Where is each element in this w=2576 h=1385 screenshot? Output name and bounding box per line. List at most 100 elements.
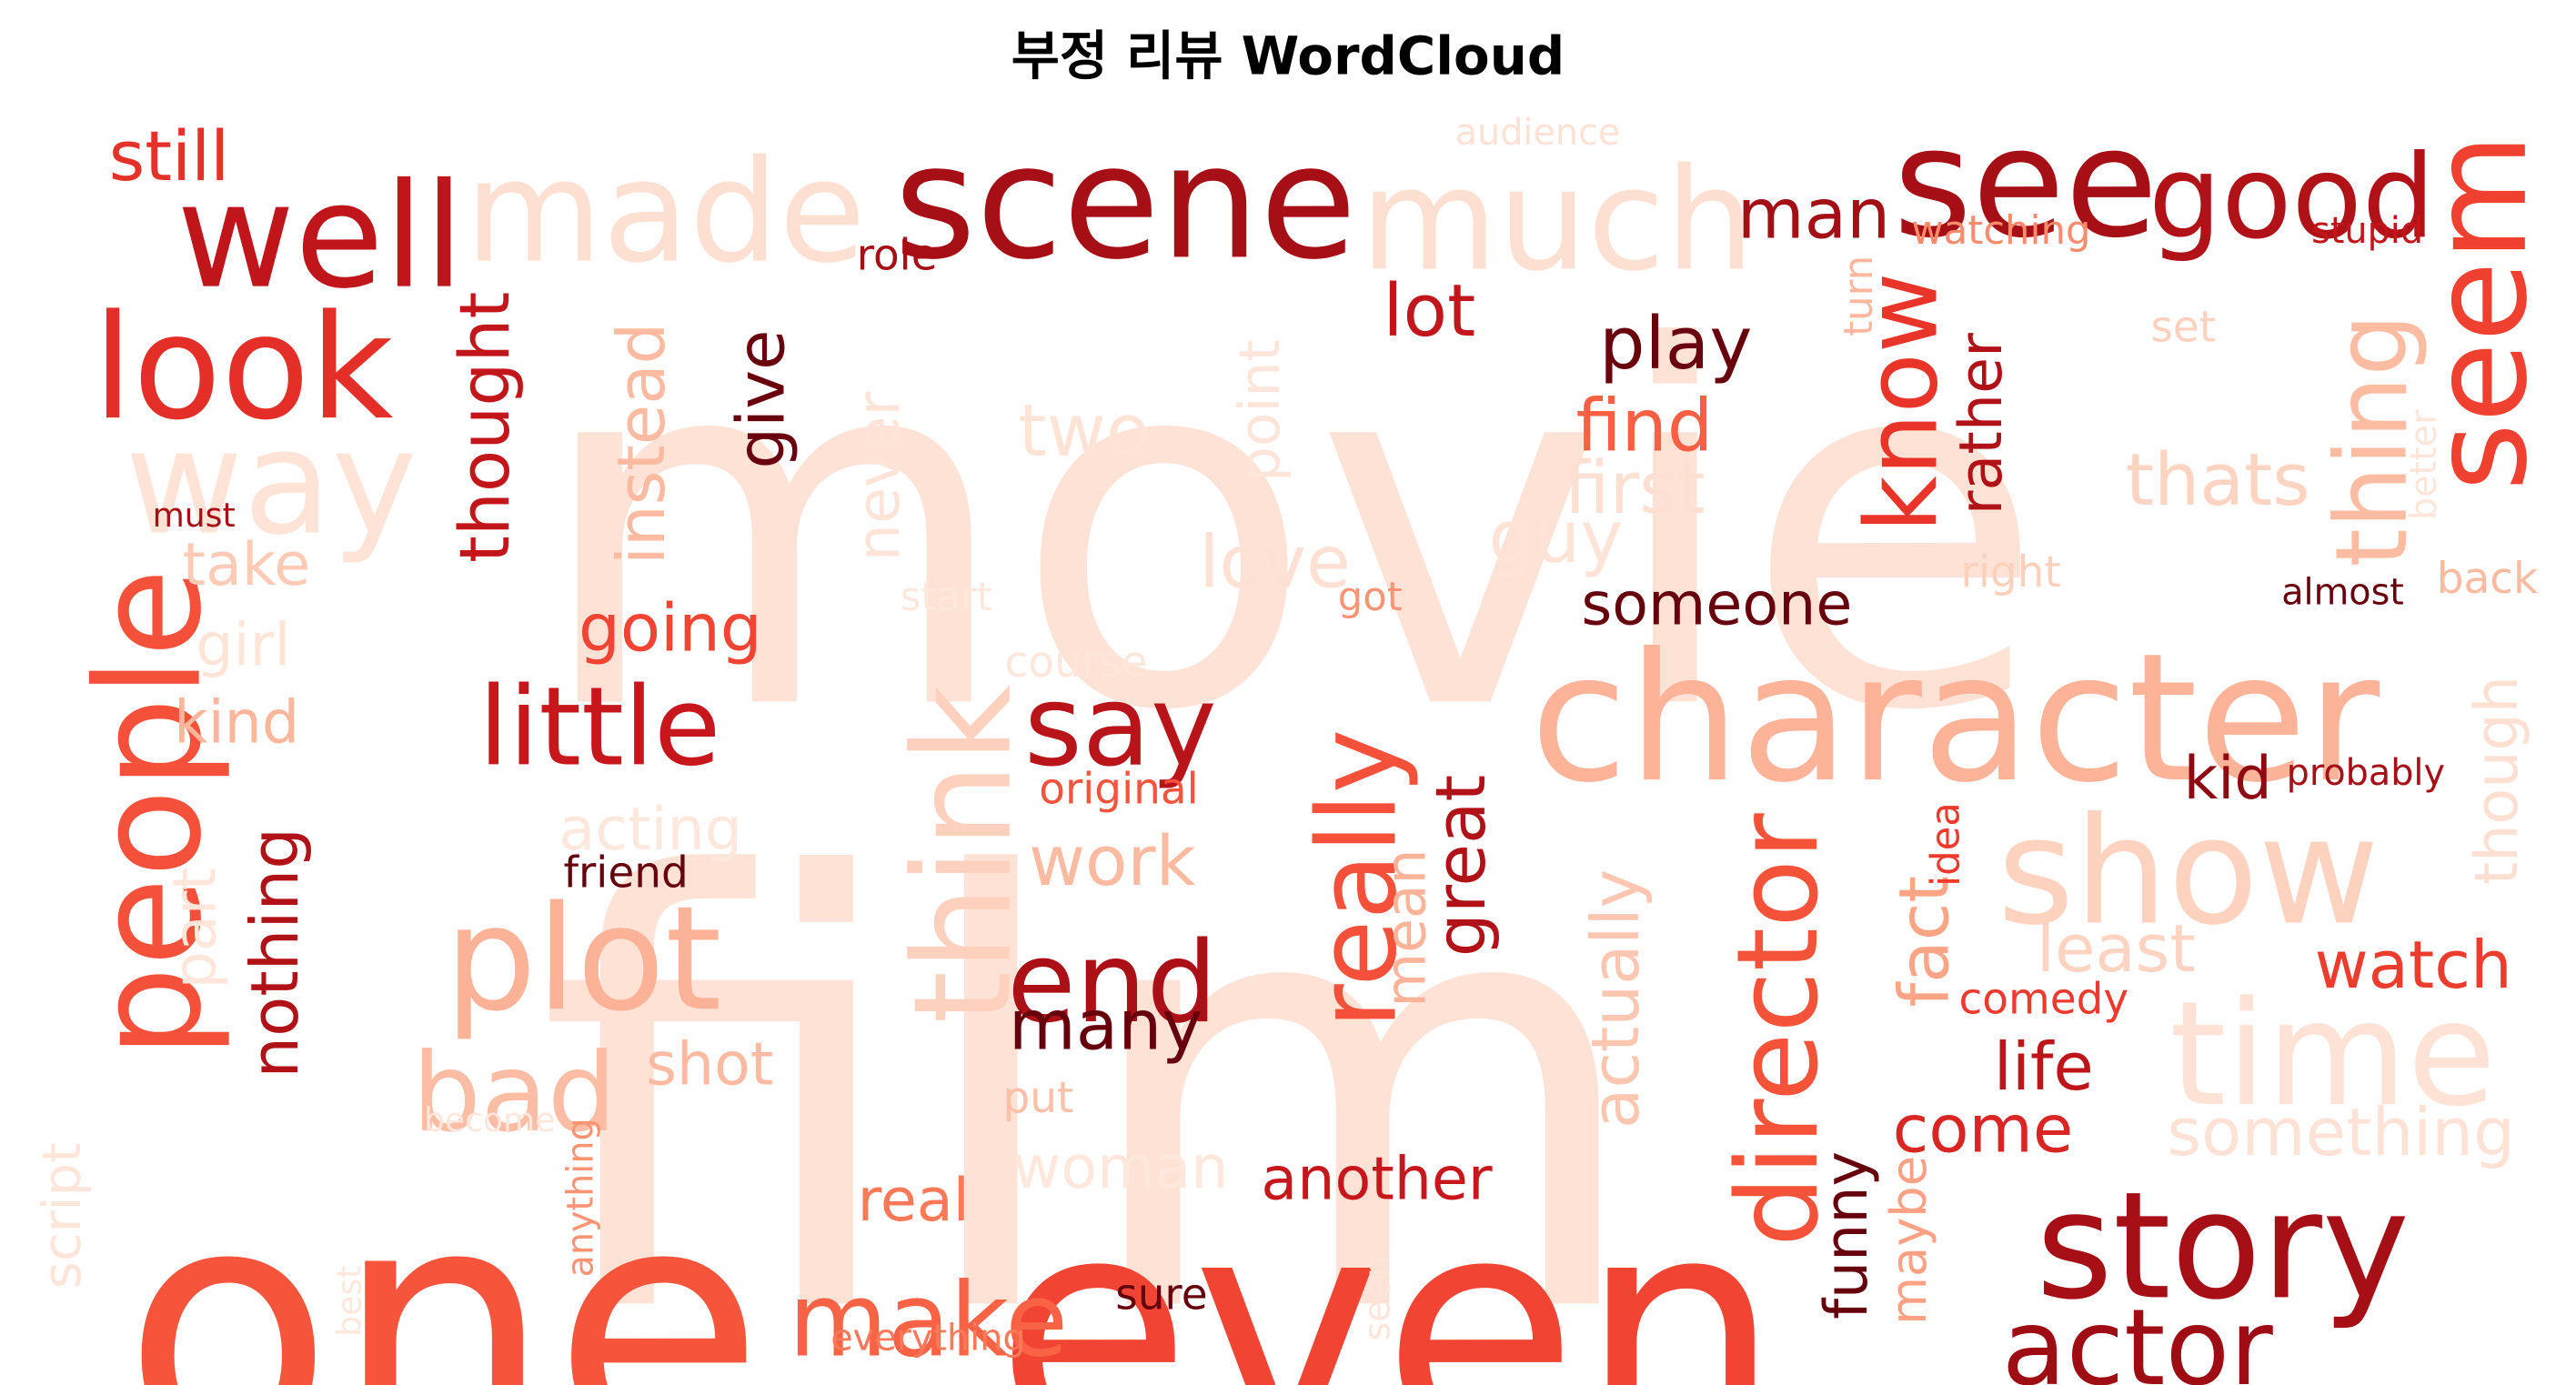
word-woman: woman — [1012, 1134, 1228, 1202]
word-funny: funny — [1813, 1151, 1881, 1320]
word-see: see — [1893, 96, 2158, 272]
word-movie: movie — [533, 244, 2047, 818]
word-script: script — [31, 1142, 93, 1289]
word-film: film — [536, 755, 1649, 1385]
word-role: role — [857, 230, 938, 280]
word-best: best — [330, 1266, 369, 1337]
word-seem: seem — [2404, 133, 2557, 491]
word-part: part — [162, 868, 230, 989]
word-made: made — [465, 130, 866, 295]
word-little: little — [478, 664, 720, 790]
word-guy: guy — [1488, 495, 1623, 579]
word-end: end — [1007, 918, 1217, 1048]
word-real: real — [858, 1167, 970, 1235]
word-girl: girl — [196, 612, 290, 680]
word-way: way — [125, 399, 417, 567]
word-actor: actor — [2002, 1288, 2273, 1385]
word-one: one — [123, 1130, 765, 1385]
word-sure: sure — [1115, 1270, 1207, 1320]
word-someone: someone — [1581, 571, 1852, 639]
word-going: going — [579, 591, 762, 667]
word-really: really — [1295, 729, 1422, 1029]
word-start: start — [901, 575, 992, 620]
word-become: become — [424, 1100, 555, 1139]
word-something: something — [2167, 1095, 2514, 1171]
word-rather: rather — [1947, 333, 2016, 515]
word-set: set — [2150, 303, 2216, 353]
word-many: many — [1009, 986, 1202, 1066]
word-show: show — [1997, 787, 2380, 958]
word-bad: bad — [412, 1030, 616, 1157]
word-say: say — [1024, 661, 1217, 791]
word-must: must — [153, 496, 236, 535]
word-course: course — [1005, 637, 1148, 687]
word-turn: turn — [1836, 256, 1882, 336]
word-stupid: stupid — [2311, 210, 2423, 252]
chart-title: 부정 리뷰 WordCloud — [1011, 25, 1565, 86]
word-never: never — [845, 392, 913, 562]
word-director: director — [1713, 813, 1843, 1247]
word-though: though — [2463, 676, 2531, 885]
word-kid: kid — [2184, 745, 2272, 813]
word-even: even — [995, 1147, 1782, 1385]
word-scene: scene — [894, 110, 1357, 294]
word-got: got — [1338, 575, 1403, 620]
word-right: right — [1961, 547, 2061, 597]
word-come: come — [1893, 1091, 2074, 1168]
word-work: work — [1029, 821, 1196, 901]
word-good: good — [2148, 131, 2435, 265]
word-two: two — [1019, 388, 1151, 473]
word-anything: anything — [560, 1118, 602, 1277]
word-thought: thought — [445, 292, 525, 563]
word-fact: fact — [1884, 876, 1964, 1008]
word-character: character — [1530, 616, 2380, 822]
word-know: know — [1844, 273, 1959, 533]
word-give: give — [724, 330, 800, 469]
word-nothing: nothing — [237, 828, 314, 1079]
word-great: great — [1421, 775, 1501, 958]
word-watching: watching — [1911, 208, 2090, 254]
word-well: well — [176, 153, 464, 321]
word-thats: thats — [2126, 437, 2310, 522]
word-instead: instead — [604, 323, 680, 565]
word-least: least — [2037, 911, 2196, 988]
word-back: back — [2437, 554, 2539, 604]
word-much: much — [1360, 138, 1755, 303]
word-life: life — [1994, 1029, 2094, 1106]
word-original: original — [1039, 764, 1198, 814]
word-probably: probably — [2287, 752, 2445, 794]
word-audience: audience — [1455, 112, 1621, 154]
word-maybe: maybe — [1880, 1156, 1937, 1325]
word-play: play — [1599, 301, 1752, 386]
word-better: better — [2403, 409, 2445, 520]
word-think: think — [885, 685, 1041, 1024]
word-look: look — [93, 284, 394, 452]
word-idea: idea — [1924, 802, 1969, 887]
word-actually: actually — [1578, 869, 1655, 1129]
word-people: people — [65, 568, 234, 1059]
word-kind: kind — [174, 689, 299, 758]
word-story: story — [2036, 1160, 2410, 1332]
word-love: love — [1199, 519, 1351, 604]
word-plot: plot — [445, 875, 722, 1043]
word-find: find — [1576, 383, 1714, 467]
word-point: point — [1228, 339, 1293, 482]
word-acting: acting — [558, 796, 742, 864]
word-thing: thing — [2314, 314, 2430, 567]
word-still: still — [109, 116, 229, 196]
word-friend: friend — [563, 848, 688, 898]
word-time: time — [2169, 970, 2496, 1139]
word-seen: seen — [1357, 1255, 1399, 1341]
word-almost: almost — [2281, 572, 2404, 614]
word-lot: lot — [1383, 268, 1475, 353]
word-put: put — [1002, 1073, 1073, 1123]
word-make: make — [789, 1261, 1068, 1380]
word-mean: mean — [1374, 849, 1439, 1008]
word-watch: watch — [2315, 928, 2512, 1004]
word-comedy: comedy — [1958, 974, 2128, 1024]
word-shot: shot — [646, 1030, 773, 1099]
word-man: man — [1737, 174, 1890, 254]
word-another: another — [1261, 1146, 1493, 1214]
